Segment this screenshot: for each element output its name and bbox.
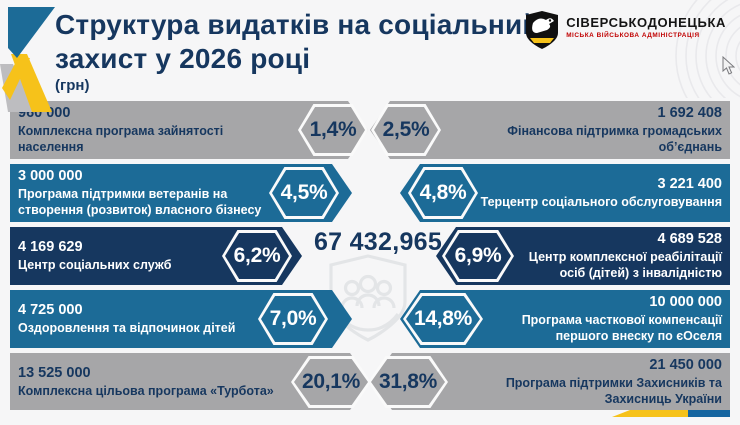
- hexagon-fill: [374, 107, 438, 153]
- logo-name: СІВЕРСЬКОДОНЕЦЬКА: [566, 15, 726, 30]
- right-label: Центр комплексної реабілітації осіб (діт…: [528, 250, 722, 281]
- title-line-1: Структура видатків на соціальний: [55, 9, 540, 40]
- right-label: Фінансова підтримка громадських об’єднан…: [507, 124, 722, 155]
- right-amount: 10 000 000: [649, 294, 722, 311]
- left-bar: 3 000 000 Програма підтримки ветеранів н…: [10, 164, 352, 222]
- left-label: Комплексна програма зайнятості населення: [18, 124, 224, 155]
- left-percent-badge: 1,4%: [298, 104, 368, 156]
- right-percent-badge: 14,8%: [403, 293, 483, 345]
- left-percent-badge: 6,2%: [222, 230, 292, 282]
- right-label: Програма підтримки Захисників та Захисни…: [505, 375, 722, 406]
- left-percent-badge: 7,0%: [258, 293, 328, 345]
- left-percent-value: 1,4%: [309, 118, 357, 141]
- left-percent-badge: 4,5%: [269, 167, 339, 219]
- page-title: Структура видатків на соціальний захист …: [55, 8, 540, 76]
- expense-row: 4 169 629 Центр соціальних служб 4 689 5…: [0, 227, 740, 285]
- left-amount: 13 525 000: [18, 364, 91, 381]
- hexagon-fill: [445, 233, 511, 279]
- right-percent-badge: 4,8%: [408, 167, 478, 219]
- hexagon-fill: [411, 170, 475, 216]
- right-percent-value: 2,5%: [382, 118, 430, 141]
- right-percent-badge: 6,9%: [442, 230, 514, 282]
- corner-decoration: [0, 7, 55, 112]
- left-percent-value: 6,2%: [233, 244, 281, 267]
- swirl-decoration: [675, 0, 740, 98]
- logo-subtitle: МІСЬКА ВІЙСЬКОВА АДМІНІСТРАЦІЯ: [566, 32, 700, 39]
- right-amount: 21 450 000: [649, 356, 722, 373]
- left-percent-value: 4,5%: [280, 181, 328, 204]
- left-amount: 3 000 000: [18, 168, 83, 185]
- left-label: Програма підтримки ветеранів на створенн…: [18, 187, 262, 218]
- left-bar: 960 000 Комплексна програма зайнятості н…: [10, 101, 368, 159]
- administration-logo: СІВЕРСЬКОДОНЕЦЬКА МІСЬКА ВІЙСЬКОВА АДМІН…: [525, 10, 726, 50]
- right-label: Терцентр соціального обслуговування: [480, 195, 722, 210]
- hexagon-fill: [371, 359, 445, 405]
- left-amount: 4 725 000: [18, 302, 83, 319]
- left-amount: 4 169 629: [18, 239, 83, 256]
- right-percent-value: 4,8%: [419, 181, 467, 204]
- right-percent-value: 14,8%: [413, 307, 473, 330]
- hexagon-fill: [301, 107, 365, 153]
- left-label: Центр соціальних служб: [18, 258, 172, 273]
- left-percent-value: 20,1%: [301, 370, 361, 393]
- total-amount: 67 432,965: [313, 228, 443, 256]
- right-label: Програма часткової компенсації першого в…: [521, 313, 722, 344]
- hexagon-fill: [225, 233, 289, 279]
- left-label: Комплексна цільова програма «Турбота»: [18, 383, 274, 398]
- right-amount: 1 692 408: [657, 105, 722, 122]
- left-label: Оздоровлення та відпочинок дітей: [18, 321, 236, 336]
- left-percent-badge: 20,1%: [291, 356, 371, 408]
- social-protection-watermark-icon: [329, 254, 407, 342]
- expense-row: 4 725 000 Оздоровлення та відпочинок діт…: [0, 290, 740, 348]
- expense-row: 13 525 000 Комплексна цільова програма «…: [0, 353, 740, 410]
- hexagon-fill: [272, 170, 336, 216]
- right-amount: 4 689 528: [657, 231, 722, 248]
- hexagon-fill: [261, 296, 325, 342]
- right-amount: 3 221 400: [657, 176, 722, 193]
- right-percent-value: 6,9%: [454, 244, 502, 267]
- right-percent-value: 31,8%: [378, 370, 438, 393]
- expense-row: 960 000 Комплексна програма зайнятості н…: [0, 101, 740, 159]
- right-percent-badge: 2,5%: [371, 104, 441, 156]
- shield-crest-icon: [526, 11, 559, 49]
- mouse-cursor: [722, 56, 735, 75]
- right-percent-badge: 31,8%: [368, 356, 448, 408]
- currency-unit: (грн): [55, 77, 90, 94]
- title-line-2: захист у 2026 році: [55, 43, 311, 74]
- left-percent-value: 7,0%: [269, 307, 317, 330]
- hexagon-fill: [294, 359, 368, 405]
- hexagon-fill: [406, 296, 480, 342]
- expense-row: 3 000 000 Програма підтримки ветеранів н…: [0, 164, 740, 222]
